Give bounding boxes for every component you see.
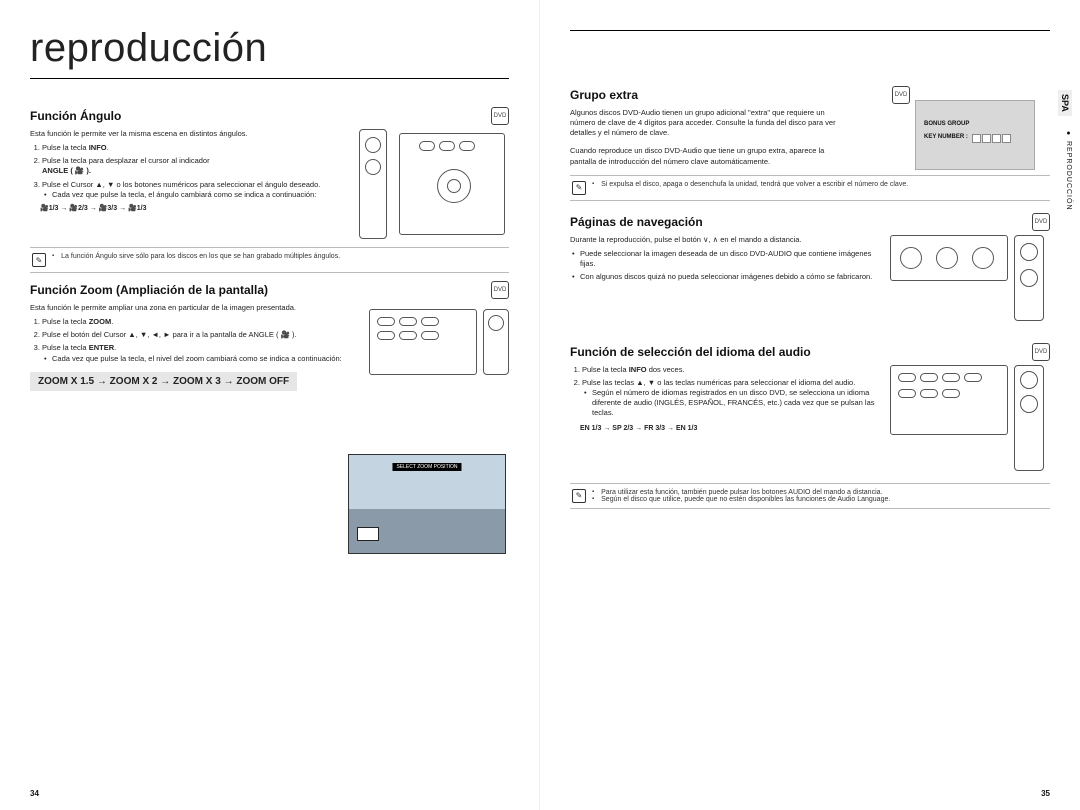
bonus-group-box: BONUS GROUP KEY NUMBER :	[915, 100, 1035, 170]
zoom-text: Esta función le permite ampliar una zona…	[30, 303, 359, 391]
dvd-badge-icon: DVD	[1032, 343, 1050, 361]
section-header-angle: Función Ángulo DVD	[30, 107, 509, 125]
zoom-photo: SELECT ZOOM POSITION	[348, 454, 506, 554]
section-header-nav: Páginas de navegación DVD	[570, 213, 1050, 231]
note-grupo: ✎ Si expulsa el disco, apaga o desenchuf…	[570, 175, 1050, 201]
page-title: reproducción	[30, 26, 509, 71]
page-number: 35	[1041, 789, 1050, 798]
rule	[30, 78, 509, 79]
zoom-sequence: ZOOM X 1.5 → ZOOM X 2 → ZOOM X 3 → ZOOM …	[30, 372, 297, 392]
section-header-audio: Función de selección del idioma del audi…	[570, 343, 1050, 361]
dvd-badge-icon: DVD	[491, 281, 509, 299]
section-tab: ● REPRODUCCIÓN	[1065, 130, 1072, 211]
audio-illustration	[890, 365, 1050, 475]
dvd-badge-icon: DVD	[491, 107, 509, 125]
dvd-badge-icon: DVD	[1032, 213, 1050, 231]
nav-text: Durante la reproducción, pulse el botón …	[570, 235, 880, 325]
dvd-badge-icon: DVD	[892, 86, 910, 104]
page-number: 34	[30, 789, 39, 798]
note-icon: ✎	[572, 181, 586, 195]
note-angle: ✎ La función Ángulo sirve sólo para los …	[30, 247, 509, 273]
note-icon: ✎	[32, 253, 46, 267]
note-audio: ✎ Para utilizar esta función, también pu…	[570, 483, 1050, 509]
grupo-text: Algunos discos DVD-Audio tienen un grupo…	[570, 108, 850, 167]
angle-illustration	[359, 129, 509, 239]
nav-illustration	[890, 235, 1050, 325]
zoom-illustration	[369, 309, 509, 379]
section-header-zoom: Función Zoom (Ampliación de la pantalla)…	[30, 281, 509, 299]
lang-tab: SPA	[1058, 90, 1072, 116]
angle-text: Esta función le permite ver la misma esc…	[30, 129, 349, 239]
rule	[570, 30, 1050, 31]
page-left: reproducción Función Ángulo DVD Esta fun…	[0, 0, 540, 810]
note-icon: ✎	[572, 489, 586, 503]
audio-text: Pulse la tecla INFO dos veces. Pulse las…	[570, 365, 880, 475]
page-right: SPA ● REPRODUCCIÓN Grupo extra DVD Algun…	[540, 0, 1080, 810]
